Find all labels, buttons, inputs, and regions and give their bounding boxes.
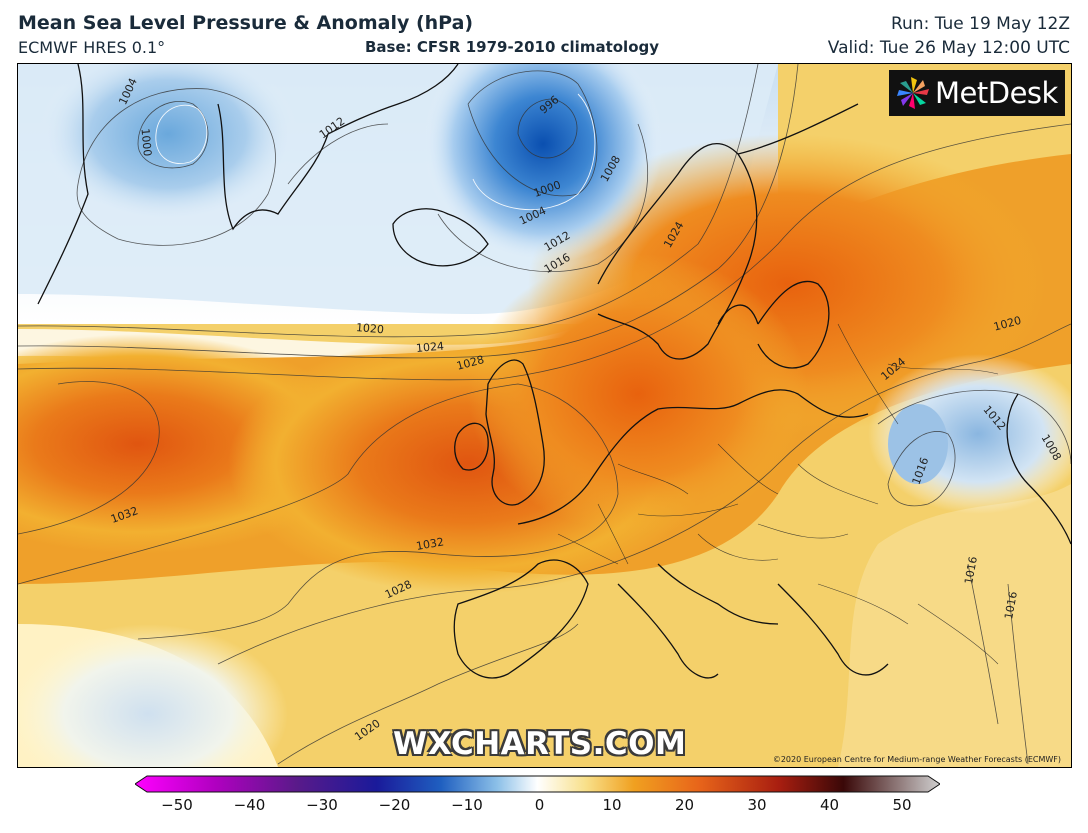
colorbar-tick-label: −30	[306, 796, 338, 814]
colorbar-tick-label: −40	[233, 796, 266, 814]
chart-title: Mean Sea Level Pressure & Anomaly (hPa)	[18, 12, 474, 34]
copyright-notice: ©2020 European Centre for Medium-range W…	[772, 755, 1061, 764]
isobar-label: 1016	[962, 555, 980, 585]
anomaly-colorbar	[135, 775, 940, 793]
valid-time: Valid: Tue 26 May 12:00 UTC	[827, 38, 1070, 58]
climatology-base: Base: CFSR 1979-2010 climatology	[365, 38, 660, 56]
run-time: Run: Tue 19 May 12Z	[890, 14, 1070, 34]
isobar-label: 1020	[355, 321, 384, 336]
wxcharts-watermark: WXCHARTS.COM	[393, 726, 687, 762]
metdesk-pinwheel-icon	[897, 77, 929, 109]
logo-text: MetDesk	[935, 76, 1058, 110]
metdesk-logo: MetDesk	[889, 70, 1065, 116]
colorbar-tick-label: 0	[534, 796, 545, 814]
colorbar-tick-label: 40	[819, 796, 840, 814]
map-canvas: 996 1000 1000 1004 1004 1008 1008 1012 1…	[18, 64, 1071, 767]
isobar-label: 1016	[1002, 590, 1020, 620]
colorbar-tick-label: 10	[602, 796, 622, 814]
isobar-label: 1032	[415, 535, 445, 553]
colorbar-tick-label: −50	[161, 796, 193, 814]
colorbar-tick-label: 30	[747, 796, 767, 814]
isobar-label: 1024	[416, 340, 445, 355]
colorbar-tick-label: 50	[892, 796, 912, 814]
pressure-anomaly-map: 996 1000 1000 1004 1004 1008 1008 1012 1…	[17, 63, 1072, 768]
colorbar-tick-label: 20	[674, 796, 695, 814]
isobar-label: 1000	[139, 128, 154, 157]
colorbar-tick-label: −20	[378, 796, 411, 814]
colorbar-ticks: −50 −40 −30 −20 −10 0 10 20 30 40 50	[0, 796, 1088, 820]
colorbar-tick-label: −10	[451, 796, 483, 814]
model-name: ECMWF HRES 0.1°	[18, 38, 166, 57]
